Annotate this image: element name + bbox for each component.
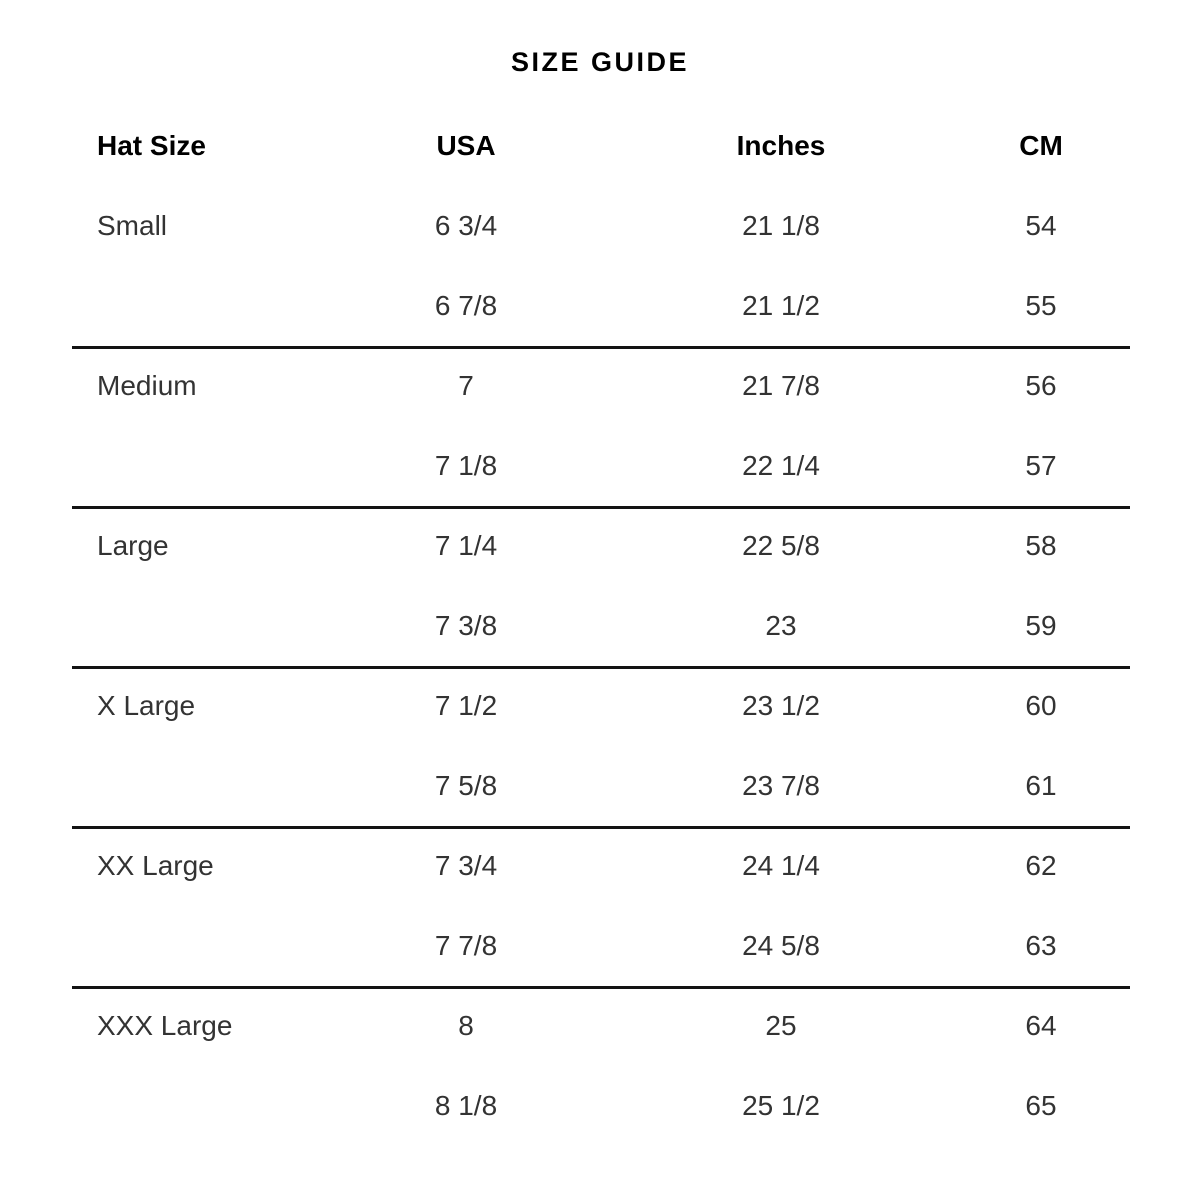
table-row: XX Large 7 3/4 24 1/4 62 bbox=[72, 826, 1130, 906]
usa-cell: 7 3/8 bbox=[434, 610, 498, 641]
usa-cell: 7 bbox=[458, 370, 474, 401]
size-table-container: Hat Size USA Inches CM Small 6 3/4 21 1/8 5… bbox=[72, 106, 1130, 1146]
hat-size-cell bbox=[72, 426, 322, 506]
inches-cell: 24 1/4 bbox=[742, 850, 820, 881]
table-row: Small 6 3/4 21 1/8 54 bbox=[72, 186, 1130, 266]
inches-cell: 23 7/8 bbox=[742, 770, 820, 801]
size-group: XXX Large 8 25 64 8 1/8 25 1/2 65 bbox=[72, 986, 1130, 1146]
cm-cell: 60 bbox=[1025, 690, 1057, 721]
size-table-header: Hat Size USA Inches CM bbox=[72, 106, 1130, 186]
page-title: SIZE GUIDE bbox=[510, 47, 690, 77]
table-row: 6 7/8 21 1/2 55 bbox=[72, 266, 1130, 346]
cm-cell: 61 bbox=[1025, 770, 1057, 801]
group-divider bbox=[72, 986, 1130, 989]
inches-cell: 23 bbox=[765, 610, 797, 641]
group-divider bbox=[72, 346, 1130, 349]
hat-size-cell: XX Large bbox=[97, 850, 214, 881]
usa-cell: 7 1/8 bbox=[434, 450, 498, 481]
size-group: XX Large 7 3/4 24 1/4 62 7 7/8 24 5/8 63 bbox=[72, 826, 1130, 986]
inches-cell: 21 1/8 bbox=[742, 210, 820, 241]
cm-cell: 54 bbox=[1025, 210, 1057, 241]
inches-cell: 25 1/2 bbox=[742, 1090, 820, 1121]
col-header-usa: USA bbox=[436, 130, 496, 161]
inches-cell: 25 bbox=[765, 1010, 797, 1041]
col-header-inches: Inches bbox=[736, 130, 826, 161]
hat-size-cell: Large bbox=[97, 530, 169, 561]
size-group: Medium 7 21 7/8 56 7 1/8 22 1/4 57 bbox=[72, 346, 1130, 506]
col-header-cm: CM bbox=[1019, 130, 1063, 161]
table-row: Large 7 1/4 22 5/8 58 bbox=[72, 506, 1130, 586]
cm-cell: 65 bbox=[1025, 1090, 1057, 1121]
header-row: Hat Size USA Inches CM bbox=[72, 106, 1130, 186]
cm-cell: 57 bbox=[1025, 450, 1057, 481]
group-divider bbox=[72, 666, 1130, 669]
usa-cell: 8 bbox=[458, 1010, 474, 1041]
usa-cell: 7 5/8 bbox=[434, 770, 498, 801]
usa-cell: 7 1/2 bbox=[434, 690, 498, 721]
usa-cell: 7 3/4 bbox=[434, 850, 498, 881]
group-divider bbox=[72, 826, 1130, 829]
hat-size-cell bbox=[72, 1066, 322, 1146]
usa-cell: 6 3/4 bbox=[434, 210, 498, 241]
hat-size-cell bbox=[72, 266, 322, 346]
table-row: X Large 7 1/2 23 1/2 60 bbox=[72, 666, 1130, 746]
cm-cell: 56 bbox=[1025, 370, 1057, 401]
inches-cell: 21 1/2 bbox=[742, 290, 820, 321]
usa-cell: 7 1/4 bbox=[434, 530, 498, 561]
hat-size-cell bbox=[72, 746, 322, 826]
inches-cell: 22 1/4 bbox=[742, 450, 820, 481]
hat-size-cell: Small bbox=[97, 210, 168, 241]
cm-cell: 59 bbox=[1025, 610, 1057, 641]
hat-size-cell bbox=[72, 906, 322, 986]
inches-cell: 21 7/8 bbox=[742, 370, 820, 401]
usa-cell: 6 7/8 bbox=[434, 290, 498, 321]
table-row: 7 7/8 24 5/8 63 bbox=[72, 906, 1130, 986]
hat-size-cell: XXX Large bbox=[97, 1010, 233, 1041]
size-group: Small 6 3/4 21 1/8 54 6 7/8 21 1/2 55 bbox=[72, 186, 1130, 346]
table-row: Medium 7 21 7/8 56 bbox=[72, 346, 1130, 426]
table-row: XXX Large 8 25 64 bbox=[72, 986, 1130, 1066]
hat-size-cell: X Large bbox=[97, 690, 196, 721]
hat-size-cell: Medium bbox=[97, 370, 197, 401]
usa-cell: 8 1/8 bbox=[434, 1090, 498, 1121]
table-row: 8 1/8 25 1/2 65 bbox=[72, 1066, 1130, 1146]
table-row: 7 1/8 22 1/4 57 bbox=[72, 426, 1130, 506]
usa-cell: 7 7/8 bbox=[434, 930, 498, 961]
size-group: X Large 7 1/2 23 1/2 60 7 5/8 23 7/8 61 bbox=[72, 666, 1130, 826]
cm-cell: 58 bbox=[1025, 530, 1057, 561]
cm-cell: 55 bbox=[1025, 290, 1057, 321]
group-divider bbox=[72, 506, 1130, 509]
table-row: 7 3/8 23 59 bbox=[72, 586, 1130, 666]
col-header-hat-size: Hat Size bbox=[97, 130, 206, 161]
inches-cell: 24 5/8 bbox=[742, 930, 820, 961]
inches-cell: 23 1/2 bbox=[742, 690, 820, 721]
hat-size-cell bbox=[72, 586, 322, 666]
cm-cell: 62 bbox=[1025, 850, 1057, 881]
size-group: Large 7 1/4 22 5/8 58 7 3/8 23 59 bbox=[72, 506, 1130, 666]
table-row: 7 5/8 23 7/8 61 bbox=[72, 746, 1130, 826]
cm-cell: 64 bbox=[1025, 1010, 1057, 1041]
cm-cell: 63 bbox=[1025, 930, 1057, 961]
inches-cell: 22 5/8 bbox=[742, 530, 820, 561]
size-table: Hat Size USA Inches CM Small 6 3/4 21 1/8 5… bbox=[72, 106, 1130, 1146]
